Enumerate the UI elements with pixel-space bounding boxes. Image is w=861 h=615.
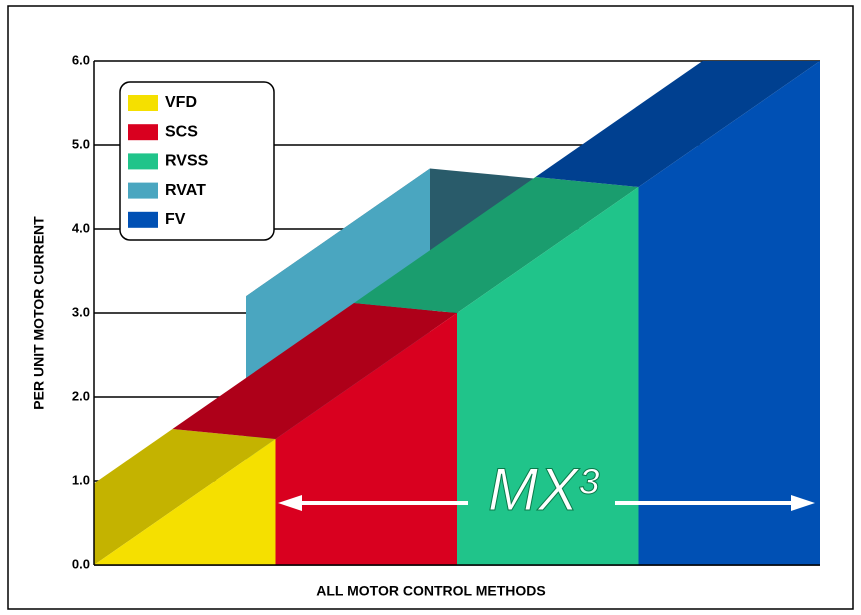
legend-label: FV [165, 211, 186, 228]
legend-swatch [128, 211, 158, 228]
legend-swatch [128, 95, 158, 111]
y-tick-label: 6.0 [72, 52, 90, 67]
block-front [457, 187, 639, 565]
block-top [535, 61, 820, 187]
block-top [172, 303, 457, 439]
legend-swatch [128, 182, 158, 199]
y-tick-label: 3.0 [72, 304, 90, 319]
y-tick-label: 4.0 [72, 220, 90, 235]
y-tick-label: 2.0 [72, 388, 90, 403]
arrowhead-left [278, 495, 302, 511]
overlay: MX³ VFD SCS RVSS RVAT FV [93, 61, 820, 566]
arrowhead-right [791, 495, 815, 511]
legend-swatch [128, 124, 158, 141]
block-front [638, 61, 820, 565]
block-top [94, 429, 276, 565]
y-tick-label: 1.0 [72, 472, 90, 487]
y-tick-label: 0.0 [72, 556, 90, 571]
legend-label: SCS [165, 123, 198, 140]
block-top [354, 177, 639, 313]
legend-label: RVSS [165, 153, 209, 170]
plot-area [94, 61, 820, 565]
legend-box [119, 81, 275, 241]
annotation: MX³ [488, 456, 600, 523]
x-axis-label: ALL MOTOR CONTROL METHODS [316, 583, 545, 599]
y-tick-label: 5.0 [72, 136, 90, 151]
y-axis-label: PER UNIT MOTOR CURRENT [31, 216, 47, 410]
block-front [94, 439, 276, 565]
legend-swatch [128, 153, 158, 170]
legend-label: RVAT [165, 182, 206, 199]
legend-label: VFD [165, 94, 197, 111]
